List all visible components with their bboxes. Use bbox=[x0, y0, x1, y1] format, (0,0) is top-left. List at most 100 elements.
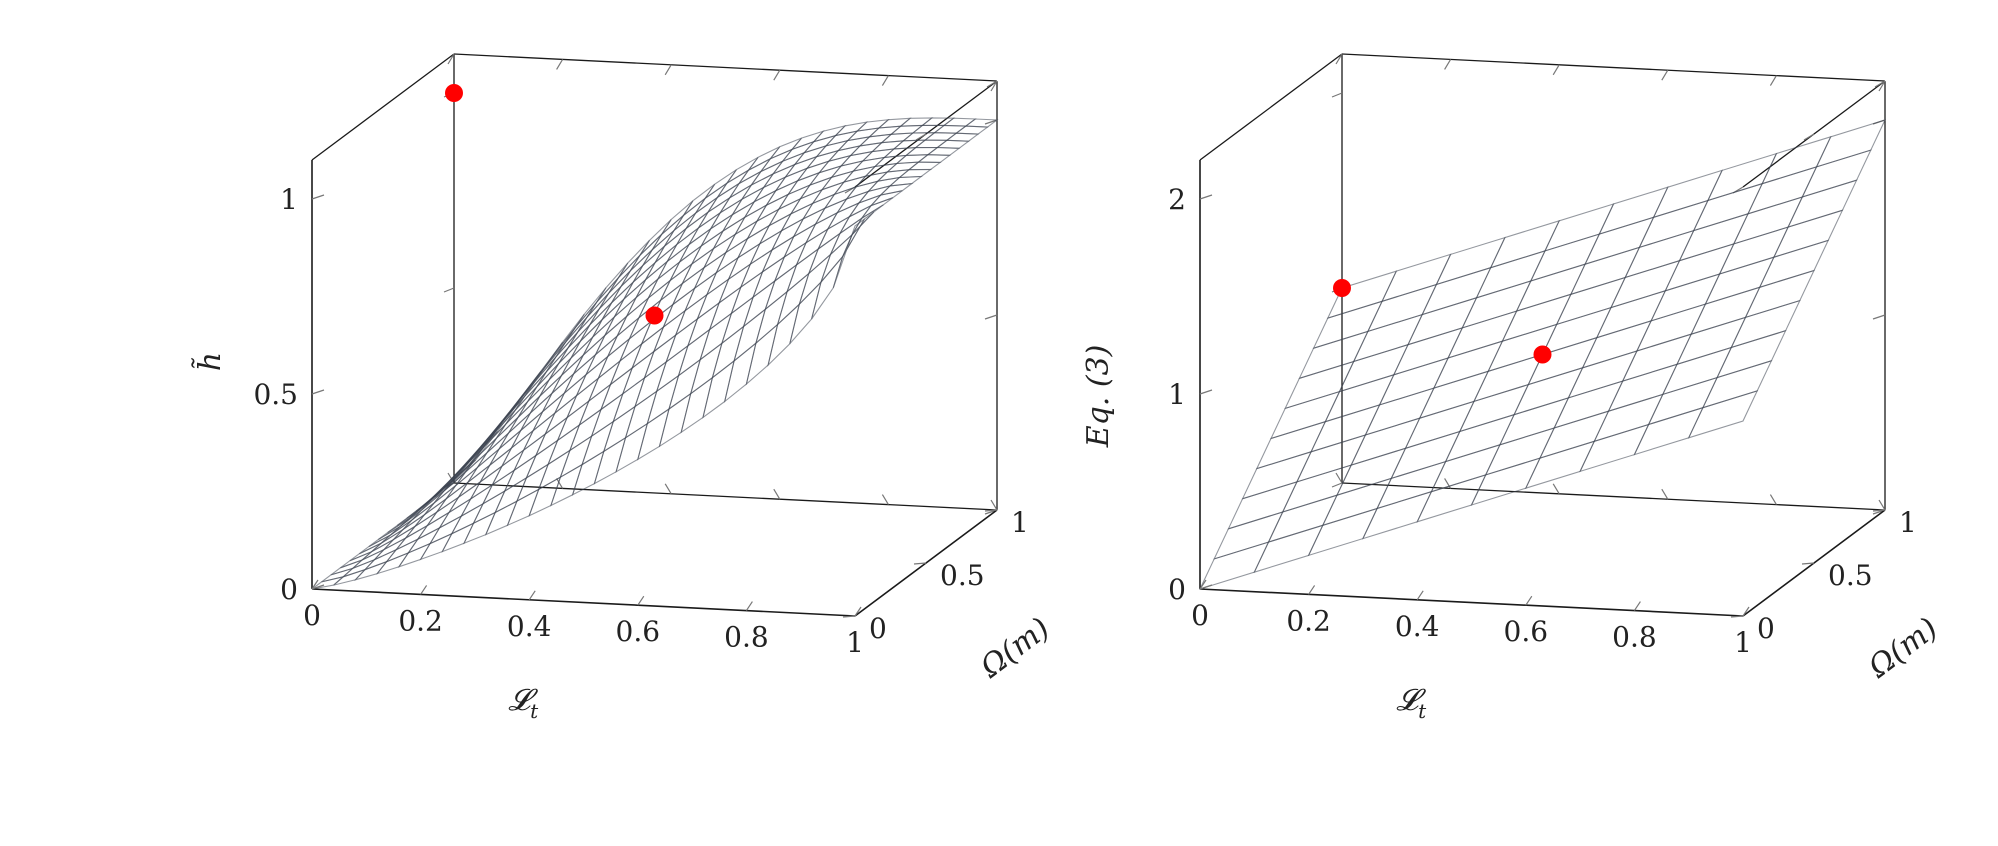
highlight-points bbox=[445, 84, 664, 325]
y-tick bbox=[984, 509, 998, 512]
surface-patch bbox=[1687, 390, 1759, 439]
top-x-tick bbox=[1769, 75, 1777, 86]
front-ticks bbox=[311, 194, 998, 618]
top-y-tick bbox=[1803, 133, 1815, 141]
x-tick bbox=[528, 590, 536, 601]
y-tick bbox=[1730, 615, 1744, 618]
top-x-tick bbox=[664, 64, 672, 76]
back-z-tick-left bbox=[443, 287, 455, 293]
x-tick-label: 0.8 bbox=[1612, 621, 1657, 654]
top-x-tick bbox=[990, 80, 998, 92]
back-z-tick bbox=[1872, 314, 1886, 320]
back-x-tick bbox=[556, 478, 564, 489]
x-tick bbox=[1308, 585, 1316, 595]
back-bottom-edge bbox=[1341, 482, 1886, 511]
red-point-marker bbox=[1533, 345, 1552, 364]
x-tick-label: 0.4 bbox=[507, 610, 552, 643]
x-tick-label: 0.2 bbox=[1286, 604, 1331, 637]
z-tick-label: 1 bbox=[1168, 378, 1186, 411]
x-tick-label: 0.6 bbox=[1504, 615, 1549, 648]
z-tick-label: 0.5 bbox=[253, 378, 298, 411]
back-z-tick-left bbox=[1331, 482, 1343, 488]
x-tick-label: 1 bbox=[846, 626, 864, 659]
top-x-tick bbox=[1661, 69, 1669, 81]
x-tick bbox=[1199, 579, 1207, 590]
back-bottom-edge bbox=[453, 482, 998, 511]
red-point-marker bbox=[645, 306, 664, 325]
z-tick bbox=[1199, 584, 1213, 590]
top-x-tick bbox=[1552, 64, 1560, 76]
x-tick-label: 0.8 bbox=[724, 621, 769, 654]
x-tick bbox=[1633, 601, 1641, 611]
back-x-tick bbox=[1444, 478, 1452, 489]
z-tick-label: 0 bbox=[1168, 573, 1186, 606]
z-tick bbox=[311, 194, 325, 200]
x-tick bbox=[637, 595, 645, 606]
surface-mesh bbox=[1198, 119, 1887, 590]
x-tick-label: 0.6 bbox=[616, 615, 661, 648]
x-axis-label-subscript: t bbox=[530, 699, 539, 723]
x-tick-label: 0.2 bbox=[398, 604, 443, 637]
top-x-tick bbox=[447, 53, 455, 65]
top-edge-back bbox=[1341, 53, 1886, 82]
top-y-tick bbox=[915, 133, 927, 141]
z-tick-label: 0 bbox=[280, 573, 298, 606]
top-y-tick bbox=[1874, 80, 1886, 88]
z-tick-label: 2 bbox=[1168, 183, 1186, 216]
z-tick bbox=[311, 584, 325, 590]
x-tick bbox=[1525, 595, 1533, 606]
x-tick bbox=[311, 579, 319, 590]
top-y-tick bbox=[986, 80, 998, 88]
z-axis-label: Eq. (3) bbox=[1081, 345, 1116, 449]
y-tick-label: 1 bbox=[1011, 506, 1029, 539]
top-x-tick bbox=[1878, 80, 1886, 92]
z-tick bbox=[1199, 389, 1213, 395]
x-axis-label-subscript: t bbox=[1418, 699, 1427, 723]
x-tick bbox=[1742, 606, 1750, 617]
x-tick-label: 0.4 bbox=[1395, 610, 1440, 643]
z-tick-label: 1 bbox=[280, 183, 298, 216]
y-tick-label: 0 bbox=[869, 612, 887, 645]
y-tick-label: 0.5 bbox=[940, 559, 985, 592]
z-tick bbox=[311, 389, 325, 395]
y-tick bbox=[842, 615, 856, 618]
top-edge-left bbox=[311, 53, 455, 161]
back-x-tick bbox=[990, 499, 998, 511]
front-ticks bbox=[1199, 194, 1886, 618]
red-point-marker bbox=[445, 84, 463, 102]
top-x-tick bbox=[556, 59, 564, 70]
top-edge-back bbox=[453, 53, 998, 82]
x-axis-line bbox=[311, 588, 856, 617]
back-x-tick bbox=[1878, 499, 1886, 511]
x-tick bbox=[745, 601, 753, 611]
back-x-tick bbox=[1335, 472, 1343, 484]
red-point-marker bbox=[1333, 279, 1351, 297]
top-x-tick bbox=[881, 75, 889, 86]
z-axis-label: h̃ bbox=[191, 352, 228, 371]
y-tick-label: 1 bbox=[1899, 506, 1917, 539]
y-tick bbox=[1801, 562, 1815, 565]
x-tick-label: 1 bbox=[1734, 626, 1752, 659]
x-axis-line bbox=[1199, 588, 1744, 617]
back-ticks bbox=[443, 53, 998, 515]
x-axis-label: 𝓛t bbox=[508, 683, 539, 723]
back-x-tick bbox=[881, 494, 889, 505]
x-tick bbox=[420, 585, 428, 595]
back-x-tick bbox=[773, 488, 781, 500]
back-z-tick bbox=[984, 119, 998, 125]
top-x-tick bbox=[1335, 53, 1343, 65]
top-x-tick bbox=[773, 69, 781, 81]
highlight-points bbox=[1333, 279, 1552, 364]
surface-mesh bbox=[311, 117, 999, 590]
x-tick-label: 0 bbox=[1191, 599, 1209, 632]
back-x-tick bbox=[1769, 494, 1777, 505]
top-edge-left bbox=[1199, 53, 1343, 161]
back-x-tick bbox=[1552, 483, 1560, 495]
z-tick bbox=[1199, 194, 1213, 200]
top-x-tick bbox=[1444, 59, 1452, 70]
x-tick bbox=[1416, 590, 1424, 601]
surface-patch bbox=[832, 218, 865, 288]
